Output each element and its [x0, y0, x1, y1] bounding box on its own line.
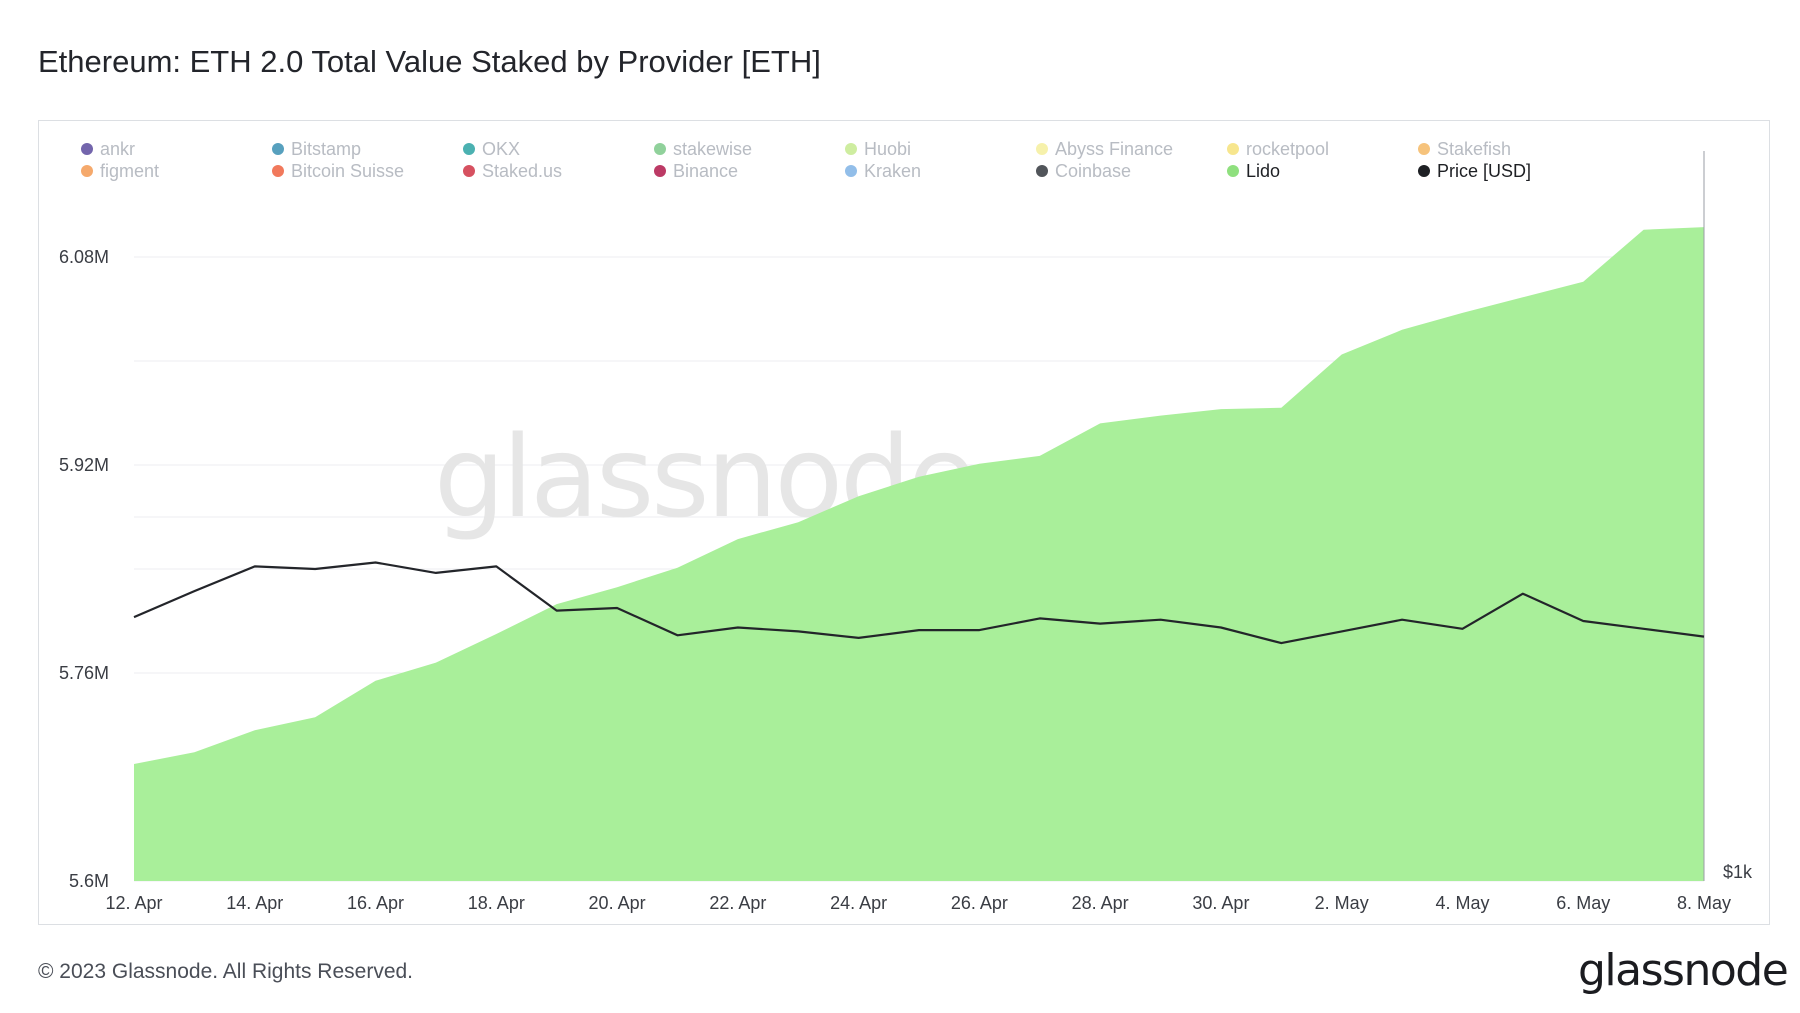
right-axis-label: $1k — [1723, 862, 1753, 882]
legend-label: Bitcoin Suisse — [291, 161, 404, 181]
x-tick-label: 6. May — [1556, 893, 1610, 913]
x-tick-label: 24. Apr — [830, 893, 887, 913]
series-area-lido — [134, 227, 1704, 882]
legend-swatch — [81, 143, 93, 155]
legend-item[interactable]: Abyss Finance — [1036, 139, 1173, 159]
legend-item[interactable]: Staked.us — [463, 161, 562, 181]
brand-logo: glassnode — [1578, 945, 1789, 996]
legend-item[interactable]: rocketpool — [1227, 139, 1329, 159]
x-tick-label: 2. May — [1315, 893, 1369, 913]
legend-label: Price [USD] — [1437, 161, 1531, 181]
legend-item[interactable]: Stakefish — [1418, 139, 1511, 159]
legend-item[interactable]: figment — [81, 161, 159, 181]
legend-item[interactable]: stakewise — [654, 139, 752, 159]
legend-label: rocketpool — [1246, 139, 1329, 159]
y-tick-label: 5.76M — [59, 663, 109, 683]
legend-item[interactable]: Lido — [1227, 161, 1280, 181]
legend-swatch — [654, 165, 666, 177]
y-axis: 6.08M 5.92M 5.76M 5.6M — [59, 247, 109, 891]
legend-item[interactable]: Bitstamp — [272, 139, 361, 159]
x-tick-label: 26. Apr — [951, 893, 1008, 913]
legend-swatch — [463, 165, 475, 177]
legend: ankr Bitstamp OKX stakewise Huobi Abyss Finan… — [81, 139, 1531, 181]
legend-label: stakewise — [673, 139, 752, 159]
legend-item[interactable]: Kraken — [845, 161, 921, 181]
chart-panel: glassnode 6.08M 5.92M 5.76M 5.6M 12. Apr 14.… — [38, 120, 1770, 925]
legend-swatch — [272, 165, 284, 177]
legend-swatch — [463, 143, 475, 155]
legend-item[interactable]: OKX — [463, 139, 520, 159]
legend-swatch — [81, 165, 93, 177]
series-line-price — [133, 561, 1705, 645]
legend-label: Stakefish — [1437, 139, 1511, 159]
x-tick-label: 4. May — [1435, 893, 1489, 913]
legend-item[interactable]: Price [USD] — [1418, 161, 1531, 181]
legend-label: Bitstamp — [291, 139, 361, 159]
x-tick-label: 20. Apr — [589, 893, 646, 913]
legend-item[interactable]: Huobi — [845, 139, 911, 159]
legend-item[interactable]: Coinbase — [1036, 161, 1131, 181]
series-layer — [133, 151, 1705, 882]
x-tick-label: 16. Apr — [347, 893, 404, 913]
legend-label: Lido — [1246, 161, 1280, 181]
legend-swatch — [1418, 165, 1430, 177]
x-axis: 12. Apr 14. Apr 16. Apr 18. Apr 20. Apr 22. A… — [105, 893, 1731, 913]
legend-label: figment — [100, 161, 159, 181]
legend-item[interactable]: ankr — [81, 139, 135, 159]
legend-swatch — [1036, 165, 1048, 177]
legend-swatch — [272, 143, 284, 155]
legend-swatch — [1418, 143, 1430, 155]
y-tick-label: 5.6M — [69, 871, 109, 891]
x-tick-label: 8. May — [1677, 893, 1731, 913]
x-tick-label: 28. Apr — [1072, 893, 1129, 913]
legend-item[interactable]: Bitcoin Suisse — [272, 161, 404, 181]
x-tick-label: 14. Apr — [226, 893, 283, 913]
y-tick-label: 6.08M — [59, 247, 109, 267]
legend-swatch — [1036, 143, 1048, 155]
y-tick-label: 5.92M — [59, 455, 109, 475]
legend-label: Staked.us — [482, 161, 562, 181]
x-tick-label: 30. Apr — [1192, 893, 1249, 913]
legend-item[interactable]: Binance — [654, 161, 738, 181]
legend-swatch — [845, 143, 857, 155]
legend-label: Huobi — [864, 139, 911, 159]
legend-swatch — [845, 165, 857, 177]
legend-label: Coinbase — [1055, 161, 1131, 181]
legend-label: Abyss Finance — [1055, 139, 1173, 159]
legend-label: ankr — [100, 139, 135, 159]
x-tick-label: 18. Apr — [468, 893, 525, 913]
chart-title: Ethereum: ETH 2.0 Total Value Staked by … — [38, 44, 821, 79]
x-tick-label: 22. Apr — [709, 893, 766, 913]
legend-swatch — [1227, 165, 1239, 177]
legend-label: OKX — [482, 139, 520, 159]
legend-label: Binance — [673, 161, 738, 181]
legend-label: Kraken — [864, 161, 921, 181]
legend-swatch — [654, 143, 666, 155]
copyright-text: © 2023 Glassnode. All Rights Reserved. — [38, 960, 414, 983]
legend-swatch — [1227, 143, 1239, 155]
x-tick-label: 12. Apr — [105, 893, 162, 913]
